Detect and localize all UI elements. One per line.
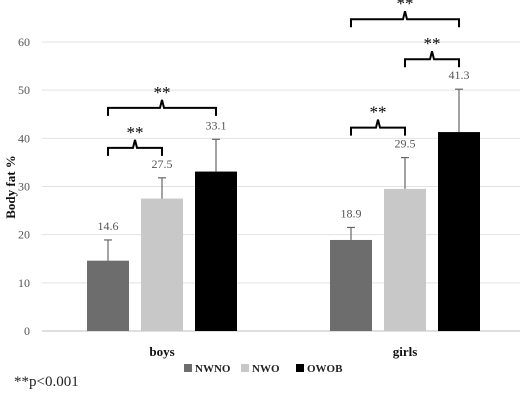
y-tick-label: 10: [18, 276, 30, 290]
significance-bracket: [107, 99, 217, 116]
bar-owob-boys: [195, 171, 237, 331]
significance-label: **: [154, 83, 171, 102]
bar-nwo-girls: [384, 188, 426, 331]
legend-swatch-nwo: [241, 364, 249, 372]
y-tick-label: 20: [18, 228, 30, 242]
data-label: 41.3: [449, 68, 470, 82]
significance-label: **: [397, 0, 414, 13]
bar-nwno-boys: [87, 260, 129, 331]
y-tick-label: 60: [18, 35, 30, 49]
y-tick-label: 30: [18, 180, 30, 194]
significance-label: **: [127, 123, 144, 142]
bar-nwno-girls: [330, 239, 372, 331]
data-label: 29.5: [395, 137, 416, 151]
significance-bracket: [350, 10, 460, 28]
significance-bracket: [107, 139, 163, 156]
category-label-boys: boys: [149, 344, 174, 359]
legend-label-owob: OWOB: [307, 363, 343, 375]
significance-bracket: [350, 119, 406, 136]
significance-bracket: [404, 50, 460, 68]
legend-swatch-owob: [296, 364, 304, 372]
bar-nwo-boys: [141, 198, 183, 331]
bar-owob-girls: [438, 132, 480, 331]
category-label-girls: girls: [393, 344, 418, 359]
y-axis-label: Body fat %: [3, 155, 18, 219]
legend-label-nwo: NWO: [252, 363, 280, 375]
footnote: **p<0.001: [14, 374, 79, 390]
legend-swatch-nwno: [184, 364, 192, 372]
legend-label-nwno: NWNO: [195, 363, 231, 375]
data-label: 33.1: [206, 118, 227, 132]
data-label: 14.6: [98, 219, 119, 233]
significance-label: **: [424, 34, 441, 53]
y-tick-label: 0: [24, 324, 30, 338]
data-label: 18.9: [341, 206, 362, 220]
y-tick-label: 40: [18, 131, 30, 145]
data-label: 27.5: [152, 157, 173, 171]
y-tick-label: 50: [18, 83, 30, 97]
significance-label: **: [370, 103, 387, 122]
